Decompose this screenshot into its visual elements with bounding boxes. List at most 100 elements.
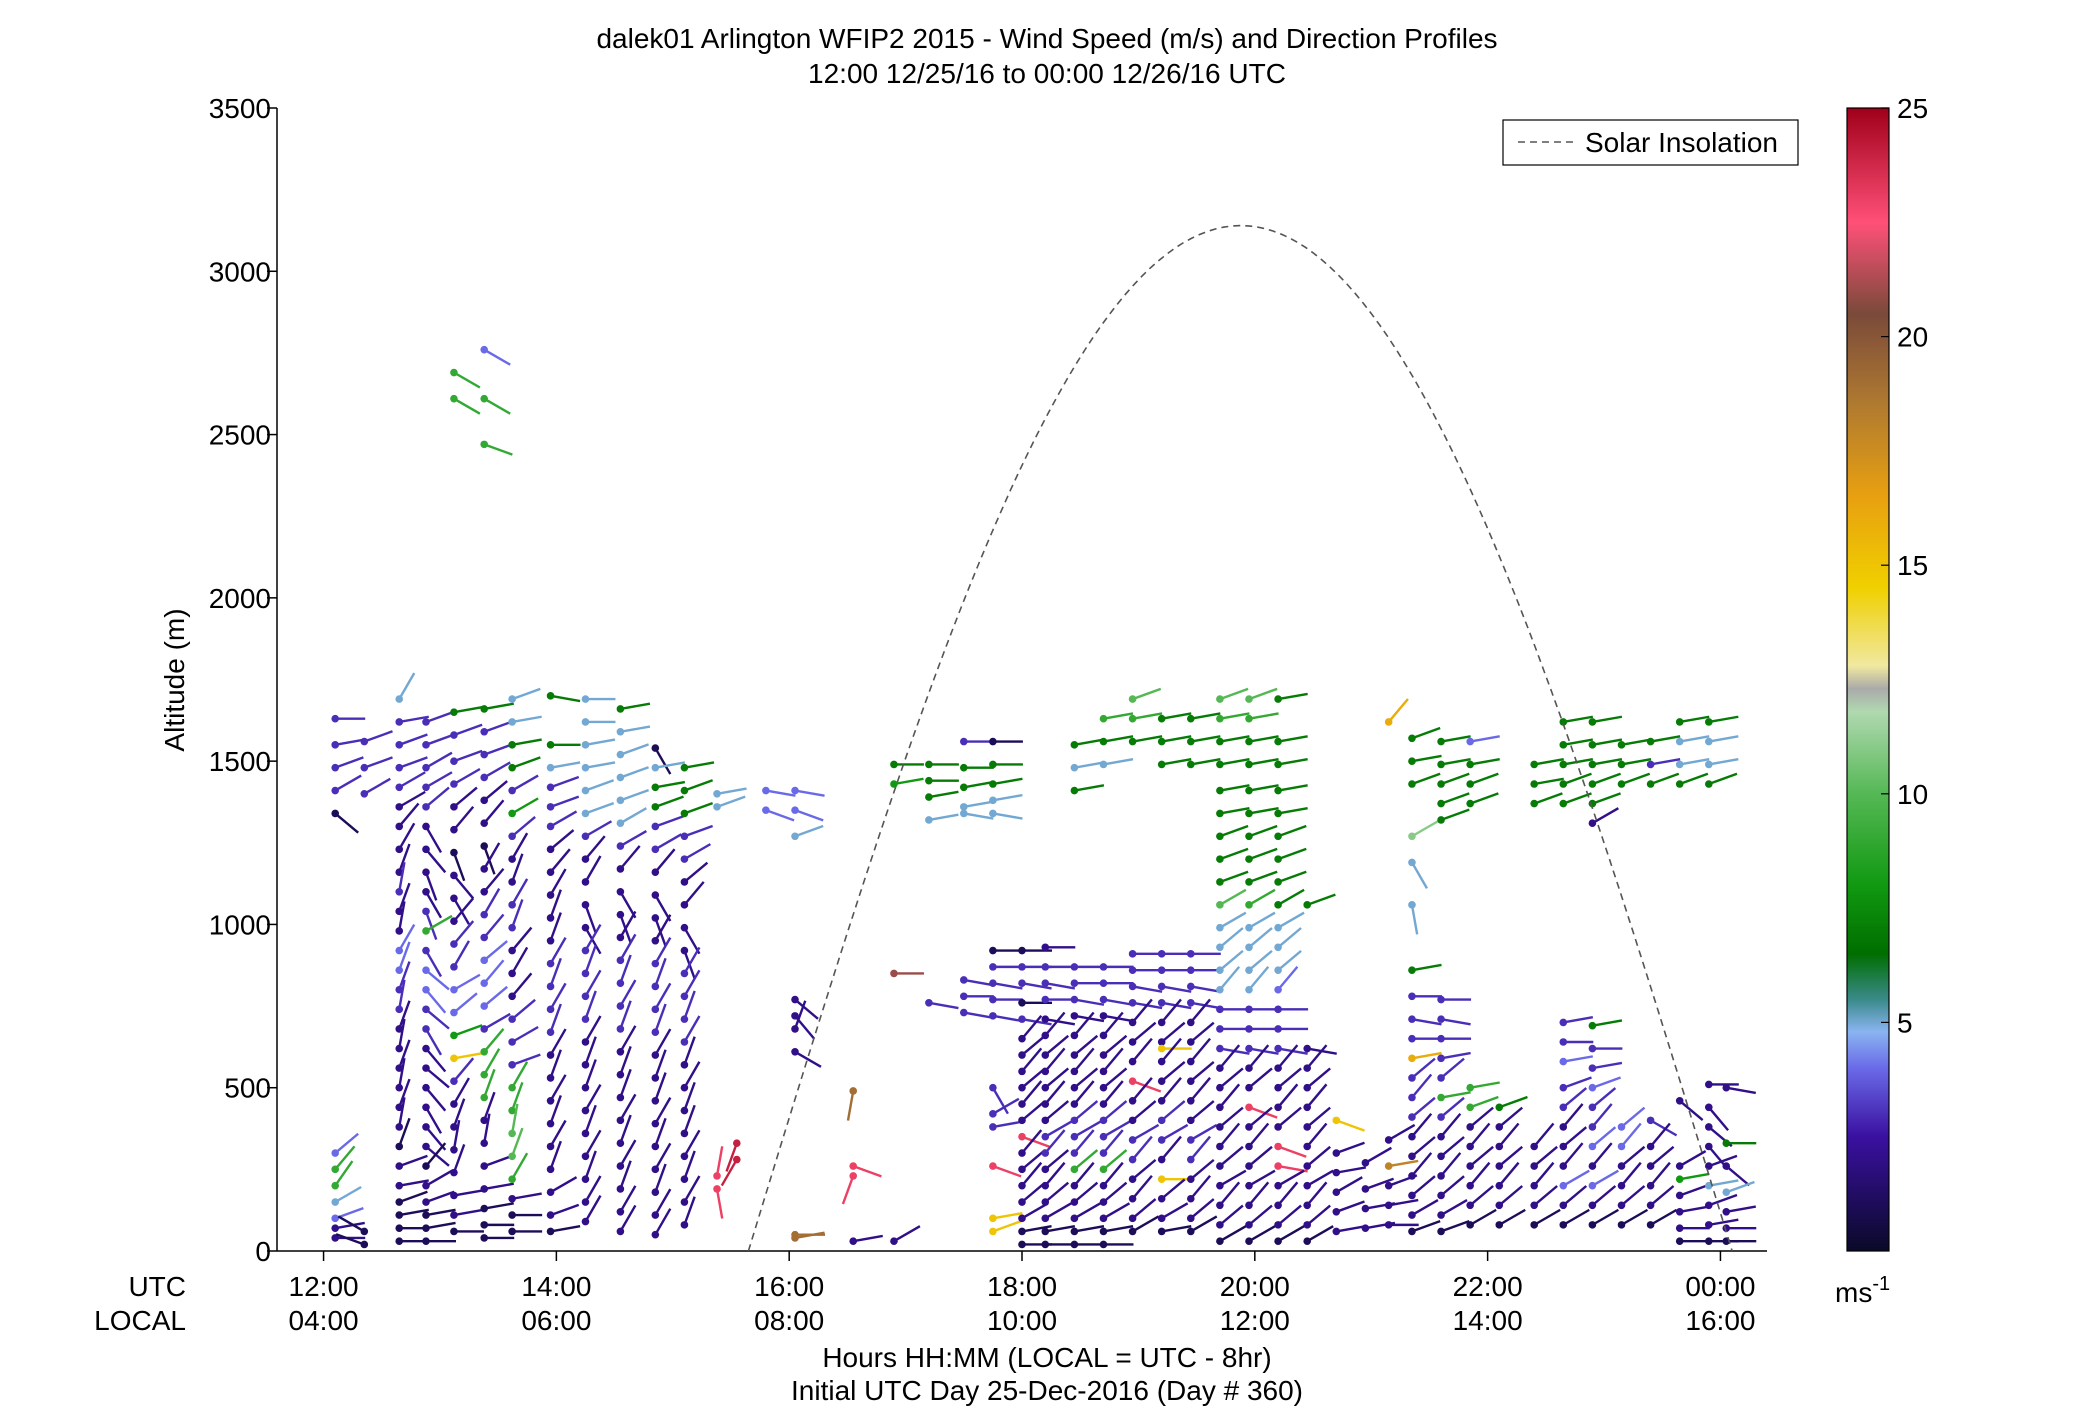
solar-insolation-curve — [747, 224, 1733, 1251]
wind-barb-dot — [422, 1198, 430, 1206]
y-tick-label: 3500 — [209, 93, 271, 124]
wind-barb-line — [1411, 1073, 1433, 1099]
wind-barb-dot — [1466, 1221, 1474, 1229]
wind-barb-line — [1219, 888, 1247, 906]
wind-barb-dot — [1384, 1181, 1393, 1190]
wind-barb-line — [424, 1028, 443, 1056]
wind-barb-dot — [959, 737, 968, 746]
wind-barb-line — [398, 822, 416, 850]
wind-barb-dot — [616, 1185, 625, 1193]
wind-barb-dot — [1617, 1201, 1626, 1210]
wind-barb-dot — [1274, 901, 1282, 909]
wind-barb-dot — [331, 763, 340, 772]
wind-barb-dot — [651, 1096, 660, 1105]
wind-barb-dot — [546, 1005, 555, 1014]
wind-barb-dot — [1617, 1181, 1626, 1190]
wind-barb-line — [1132, 687, 1162, 701]
wind-barb-dot — [733, 1139, 741, 1148]
wind-barb-dot — [1041, 963, 1050, 971]
wind-barb-line — [483, 1028, 505, 1053]
wind-barb-dot — [1099, 1214, 1108, 1223]
wind-barb-dot — [422, 763, 430, 772]
wind-barb-line — [1248, 784, 1279, 792]
wind-barb-dot — [360, 1227, 369, 1236]
wind-barb-line — [1410, 861, 1429, 889]
wind-barb-line — [1161, 985, 1192, 993]
wind-barb-line — [453, 874, 475, 900]
wind-barb-line — [1306, 1122, 1328, 1148]
wind-barb-dot — [508, 1227, 516, 1236]
wind-barb-line — [511, 1053, 541, 1066]
wind-barb-dot — [581, 923, 590, 932]
wind-barb-dot — [651, 982, 660, 991]
wind-barb-dot — [1216, 1221, 1224, 1229]
wind-barb-line — [1277, 824, 1307, 838]
wind-barb-dot — [581, 1038, 590, 1046]
wind-barb-line — [1218, 1181, 1241, 1207]
wind-barb-line — [1021, 1067, 1046, 1089]
wind-barb-dot — [508, 969, 516, 978]
wind-barb-line — [1620, 1161, 1642, 1187]
wind-barb-line — [585, 738, 616, 746]
wind-barb-dot — [480, 1070, 489, 1079]
wind-barb-line — [1248, 870, 1278, 884]
wind-barb-line — [928, 1001, 959, 1010]
wind-barb-dot — [791, 806, 799, 814]
wind-barb-dot — [925, 760, 933, 769]
wind-barb-dot — [1245, 1123, 1253, 1131]
wind-barb-dot — [1018, 1227, 1026, 1236]
wind-barb-dot — [508, 741, 516, 749]
wind-barb-dot — [1274, 943, 1282, 952]
wind-barb-line — [425, 1221, 456, 1230]
wind-barb-line — [1679, 772, 1709, 786]
wind-barb-line — [511, 1152, 529, 1180]
wind-barb-line — [424, 949, 443, 978]
wind-barb-line — [1563, 1016, 1594, 1024]
wind-barb-line — [1649, 1122, 1671, 1148]
wind-barb-dot — [1245, 985, 1253, 994]
wind-barb-line — [1388, 1123, 1416, 1142]
wind-barb-dot — [651, 891, 660, 899]
wind-barb-dot — [1186, 1018, 1195, 1027]
wind-barb-dot — [1245, 1025, 1253, 1033]
wind-barb-line — [483, 1113, 491, 1144]
wind-barb-dot — [508, 878, 516, 886]
wind-barb-dot — [1588, 718, 1597, 726]
wind-barb-line — [1021, 1181, 1046, 1203]
wind-barb-line — [1219, 758, 1250, 766]
wind-barb-line — [1248, 807, 1279, 815]
wind-barb-line — [1306, 1181, 1328, 1207]
wind-barb-dot — [1216, 832, 1224, 841]
wind-barb-line — [1189, 1077, 1211, 1102]
wind-barb-dot — [1408, 1074, 1416, 1082]
wind-barb-line — [1190, 1021, 1215, 1043]
wind-barb-dot — [581, 1129, 590, 1138]
wind-barb-dot — [1722, 1083, 1731, 1092]
wind-barb-dot — [1361, 1224, 1370, 1232]
wind-barb-line — [1073, 1129, 1095, 1154]
wind-barb-dot — [1070, 1227, 1079, 1236]
wind-barb-line — [1592, 1061, 1623, 1070]
wind-barb-dot — [1437, 1054, 1445, 1063]
wind-barb-dot — [546, 1211, 555, 1219]
wind-barb-dot — [480, 1204, 489, 1213]
wind-barb-line — [399, 715, 429, 724]
wind-barb-line — [683, 1036, 696, 1066]
wind-barb-line — [1335, 1200, 1365, 1213]
wind-barb-line — [398, 1018, 406, 1049]
wind-barb-line — [1562, 1185, 1588, 1207]
wind-barb-line — [1469, 1161, 1491, 1187]
wind-barb-dot — [422, 1224, 430, 1232]
wind-barb-line — [963, 1011, 994, 1019]
wind-barb-dot — [1274, 985, 1282, 994]
wind-barb-line — [1592, 715, 1623, 724]
wind-barb-dot — [651, 959, 660, 968]
wind-barb-line — [1161, 1202, 1189, 1220]
wind-barb-line — [550, 1203, 580, 1217]
wind-barb-line — [1102, 1149, 1128, 1171]
wind-barb-line — [619, 1093, 637, 1121]
wind-barb-dot — [581, 1198, 590, 1206]
wind-barb-dot — [422, 741, 430, 749]
wind-barb-dot — [1361, 1185, 1370, 1193]
